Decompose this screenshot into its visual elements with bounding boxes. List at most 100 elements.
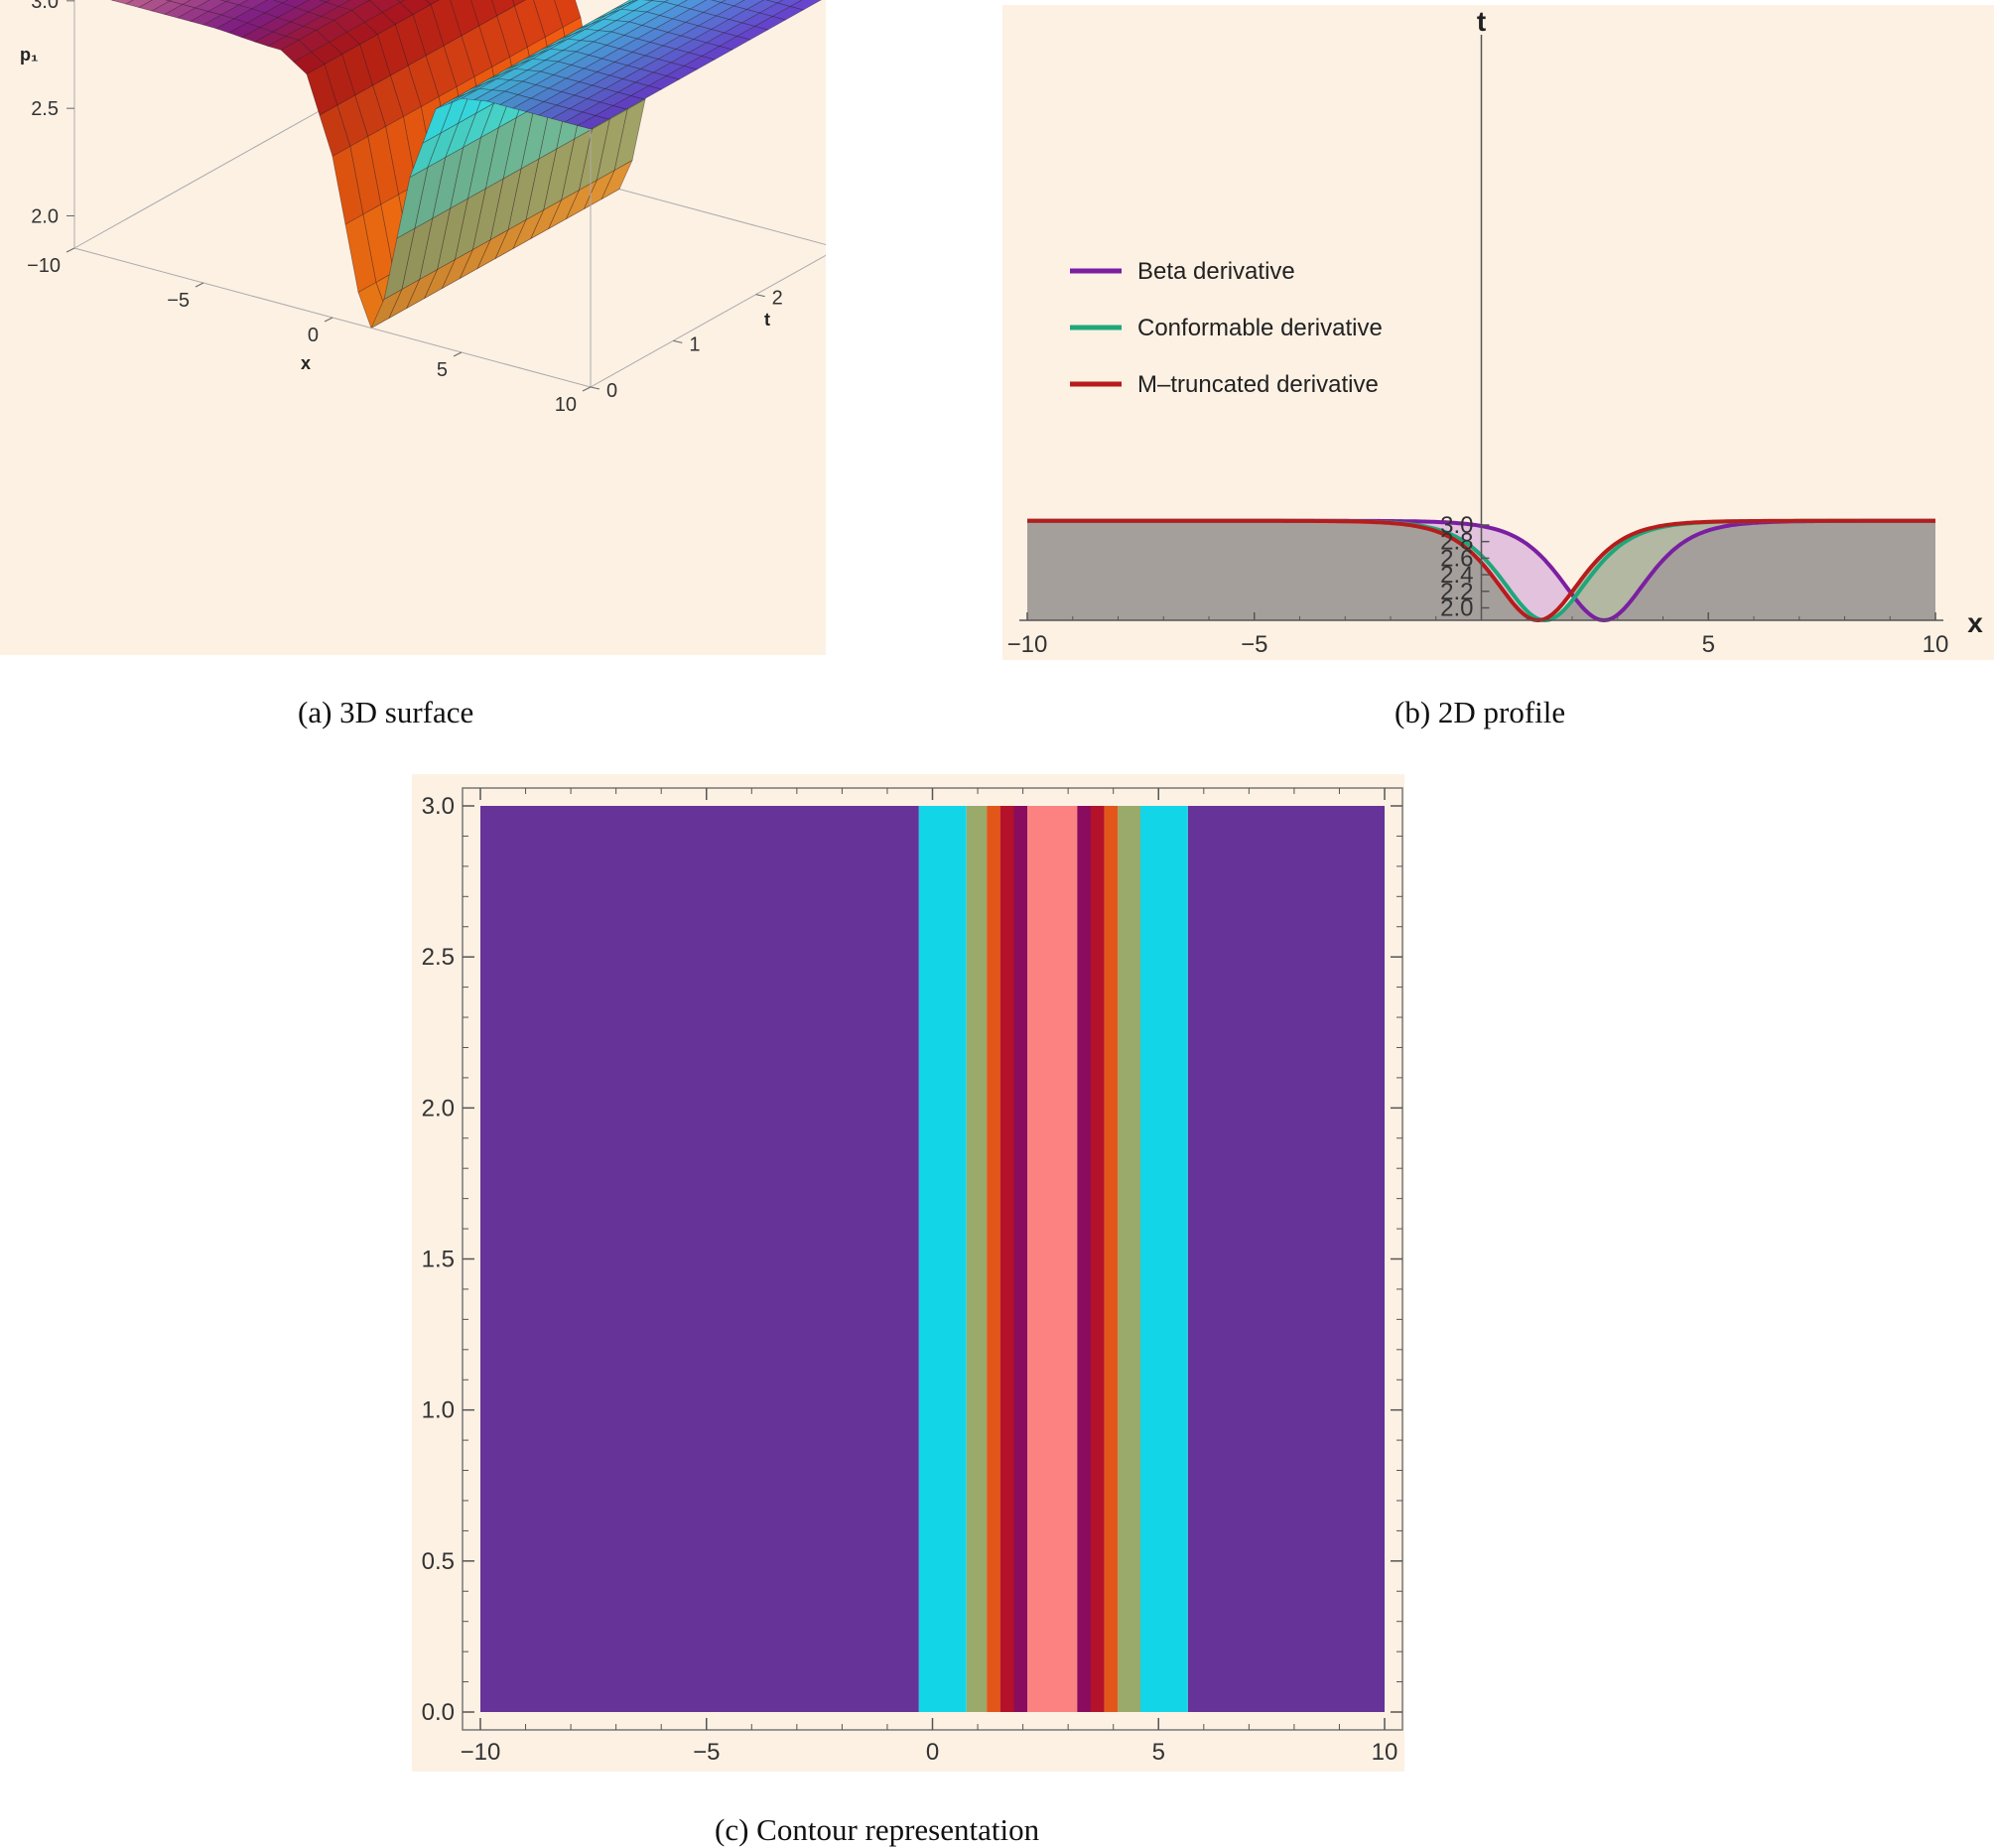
x-tick-label: 0 <box>926 1739 939 1766</box>
x-tick-label: 5 <box>1702 631 1715 658</box>
y-tick-label: 2.5 <box>422 944 455 971</box>
y-tick-label: 2.0 <box>1440 594 1473 621</box>
surface-patch <box>577 115 609 130</box>
surface-patch <box>396 0 406 3</box>
profile-plot: t x −10 −5 5 10 2.02.22.42.62.83.0 Beta derivat… <box>1002 5 1994 660</box>
contour-band-2 <box>966 806 988 1712</box>
x-tick-label: −10 <box>27 255 61 277</box>
conformable-band <box>1572 520 1935 620</box>
legend-label-1: Conformable derivative <box>1137 315 1383 341</box>
surface-patch <box>594 105 627 120</box>
x-tick <box>66 247 75 253</box>
contour-plot: −10 −5 0 5 10 0.0 0.5 1.0 1.5 2.0 2.5 3.0 <box>412 774 1404 1772</box>
surface-patch <box>764 0 784 4</box>
contour-band-11 <box>1140 806 1188 1712</box>
y-tick-label: 3.0 <box>422 793 455 820</box>
x-tick-label: −5 <box>1241 631 1267 658</box>
x-tick-label: −10 <box>461 1739 501 1766</box>
x-tick-label: −5 <box>693 1739 720 1766</box>
box-edge <box>73 108 324 249</box>
surface-patch <box>237 0 269 10</box>
surface-patch <box>735 26 769 41</box>
x-tick-label: 5 <box>1152 1739 1165 1766</box>
y-tick-label: 1.5 <box>422 1247 455 1273</box>
z-tick-label: 2.5 <box>31 98 59 120</box>
x-tick-label: 10 <box>1372 1739 1398 1766</box>
legend-label-0: Beta derivative <box>1137 258 1295 285</box>
surface-patch <box>771 6 805 21</box>
x-tick <box>324 317 333 323</box>
caption-a: (a) 3D surface <box>298 695 474 729</box>
contour-band-10 <box>1118 806 1141 1712</box>
y-tick-label: 2.0 <box>422 1095 455 1122</box>
x-tick-label: 10 <box>555 394 577 416</box>
z-tick-label: 2.0 <box>31 206 59 228</box>
panel-c-contour: −10 −5 0 5 10 0.0 0.5 1.0 1.5 2.0 2.5 3.0 <box>412 774 1404 1772</box>
x-tick <box>582 386 592 392</box>
legend-label-2: M–truncated derivative <box>1137 371 1379 398</box>
surface-patch <box>168 0 192 5</box>
y-tick-label: 2.2 <box>1440 579 1473 605</box>
surface-patch <box>109 0 115 1</box>
surface-patch <box>718 36 751 51</box>
t-tick-label: 2 <box>772 288 783 310</box>
panel-a-surface: −10−50510x0123t2.02.53.0p₁ <box>0 0 865 655</box>
panel-b-profile: t x −10 −5 5 10 2.0 2.2 2.4 2.6 2.8 3.0 Beta derivat… <box>1002 5 1994 660</box>
surface-patch <box>789 0 822 11</box>
y-tick-label: 1.0 <box>422 1397 455 1424</box>
surface-patch <box>676 0 708 10</box>
surface-patch <box>224 0 249 6</box>
surface-patch <box>776 0 803 7</box>
surface-patch <box>125 0 154 8</box>
surface-patch <box>164 0 173 2</box>
surface-patch <box>650 0 669 3</box>
surface-patch <box>218 0 230 2</box>
x-axis-label: x <box>1967 607 1983 638</box>
surface-patches <box>109 0 822 330</box>
y-tick-label: 0.0 <box>422 1699 455 1726</box>
contour-band-4 <box>999 806 1014 1712</box>
surface-patch <box>629 85 663 100</box>
contour-band-3 <box>987 806 1000 1712</box>
y-axis-label: t <box>1477 6 1486 37</box>
surface-patch <box>641 0 654 2</box>
surface-patch <box>663 0 689 6</box>
z-tick-label: 3.0 <box>31 0 59 13</box>
surface-patch <box>732 0 765 10</box>
x-tick-label: −10 <box>1007 631 1048 658</box>
y-tick-label: 2.6 <box>1440 545 1473 572</box>
caption-c: (c) Contour representation <box>715 1812 1040 1847</box>
surface-patch <box>512 0 527 7</box>
y-tick-label: 2.8 <box>1440 529 1473 556</box>
surface-patch <box>683 56 716 70</box>
t-tick-label: 1 <box>689 333 700 355</box>
x-tick-label: 5 <box>437 359 448 381</box>
t-tick <box>590 386 600 390</box>
x-tick <box>453 351 463 357</box>
contour-band-9 <box>1104 806 1119 1712</box>
surface-plot: −10−50510x0123t2.02.53.0p₁ <box>0 0 865 655</box>
surface-patch <box>181 0 210 9</box>
contour-band-5 <box>1013 806 1028 1712</box>
surface-patch <box>611 95 645 110</box>
y-tick-label: 2.4 <box>1440 562 1473 589</box>
contour-band-7 <box>1077 806 1091 1712</box>
contour-band-1 <box>918 806 967 1712</box>
t-axis-label: t <box>764 310 770 330</box>
x-tick-label: 0 <box>308 325 319 346</box>
surface-patch <box>710 0 727 3</box>
contour-band-12 <box>1187 806 1385 1712</box>
t-tick <box>673 339 683 343</box>
surface-patch <box>647 75 681 90</box>
box-edge-front <box>590 247 840 388</box>
t-tick-label: 0 <box>606 380 617 402</box>
caption-b: (b) 2D profile <box>1395 695 1566 729</box>
surface-patch <box>720 0 745 7</box>
surface-patch <box>665 66 699 80</box>
x-tick <box>195 282 204 288</box>
contour-band-8 <box>1090 806 1105 1712</box>
x-axis-label: x <box>301 353 311 373</box>
x-tick-label: 10 <box>1923 631 1949 658</box>
surface-patch <box>112 0 134 5</box>
surface-patch <box>701 46 733 61</box>
